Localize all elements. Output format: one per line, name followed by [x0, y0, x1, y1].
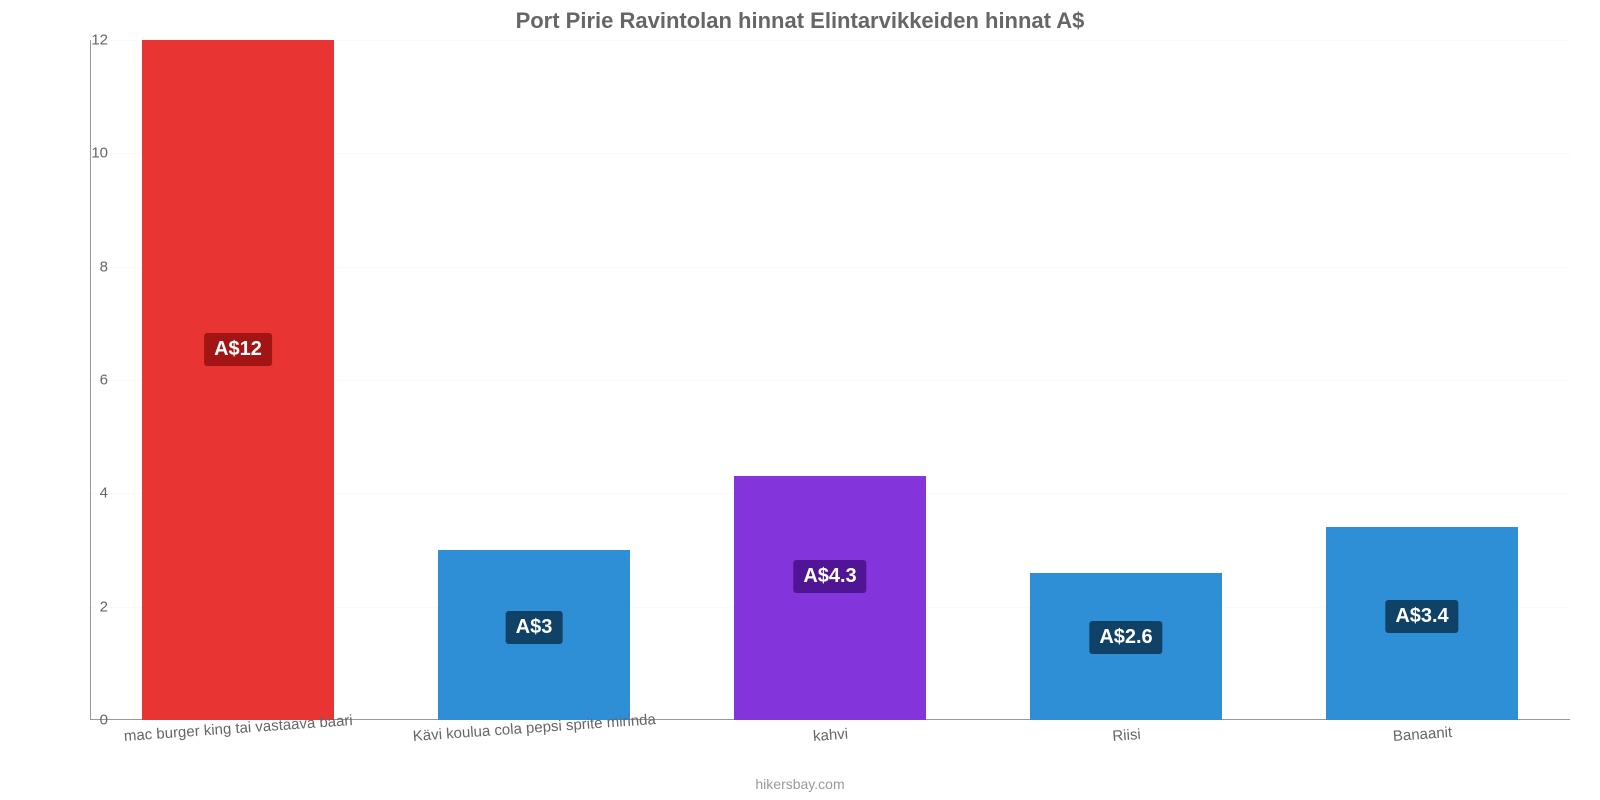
bar-datalabel: A$2.6	[1089, 621, 1162, 654]
bar-datalabel: A$4.3	[793, 560, 866, 593]
plot-area: A$12 A$3 A$4.3 A$2.6 A$3.4	[90, 40, 1570, 720]
chart-title: Port Pirie Ravintolan hinnat Elintarvikk…	[0, 0, 1600, 34]
price-bar-chart: Port Pirie Ravintolan hinnat Elintarvikk…	[0, 0, 1600, 800]
bar-datalabel: A$3.4	[1385, 600, 1458, 633]
x-tick-label: kahvi	[812, 726, 848, 745]
x-tick-label: Banaanit	[1392, 724, 1452, 745]
bar-datalabel: A$3	[506, 611, 563, 644]
bar	[142, 40, 334, 720]
x-tick-label: Riisi	[1112, 726, 1141, 745]
y-tick: 12	[48, 32, 108, 49]
y-tick: 8	[48, 258, 108, 275]
bar	[734, 476, 926, 720]
y-tick: 4	[48, 485, 108, 502]
y-tick: 10	[48, 145, 108, 162]
x-tick-labels: mac burger king tai vastaava baariKävi k…	[90, 724, 1570, 774]
bars-container: A$12 A$3 A$4.3 A$2.6 A$3.4	[90, 40, 1570, 720]
bar-datalabel: A$12	[204, 333, 272, 366]
y-tick: 6	[48, 372, 108, 389]
source-label: hikersbay.com	[0, 776, 1600, 792]
y-tick: 2	[48, 598, 108, 615]
